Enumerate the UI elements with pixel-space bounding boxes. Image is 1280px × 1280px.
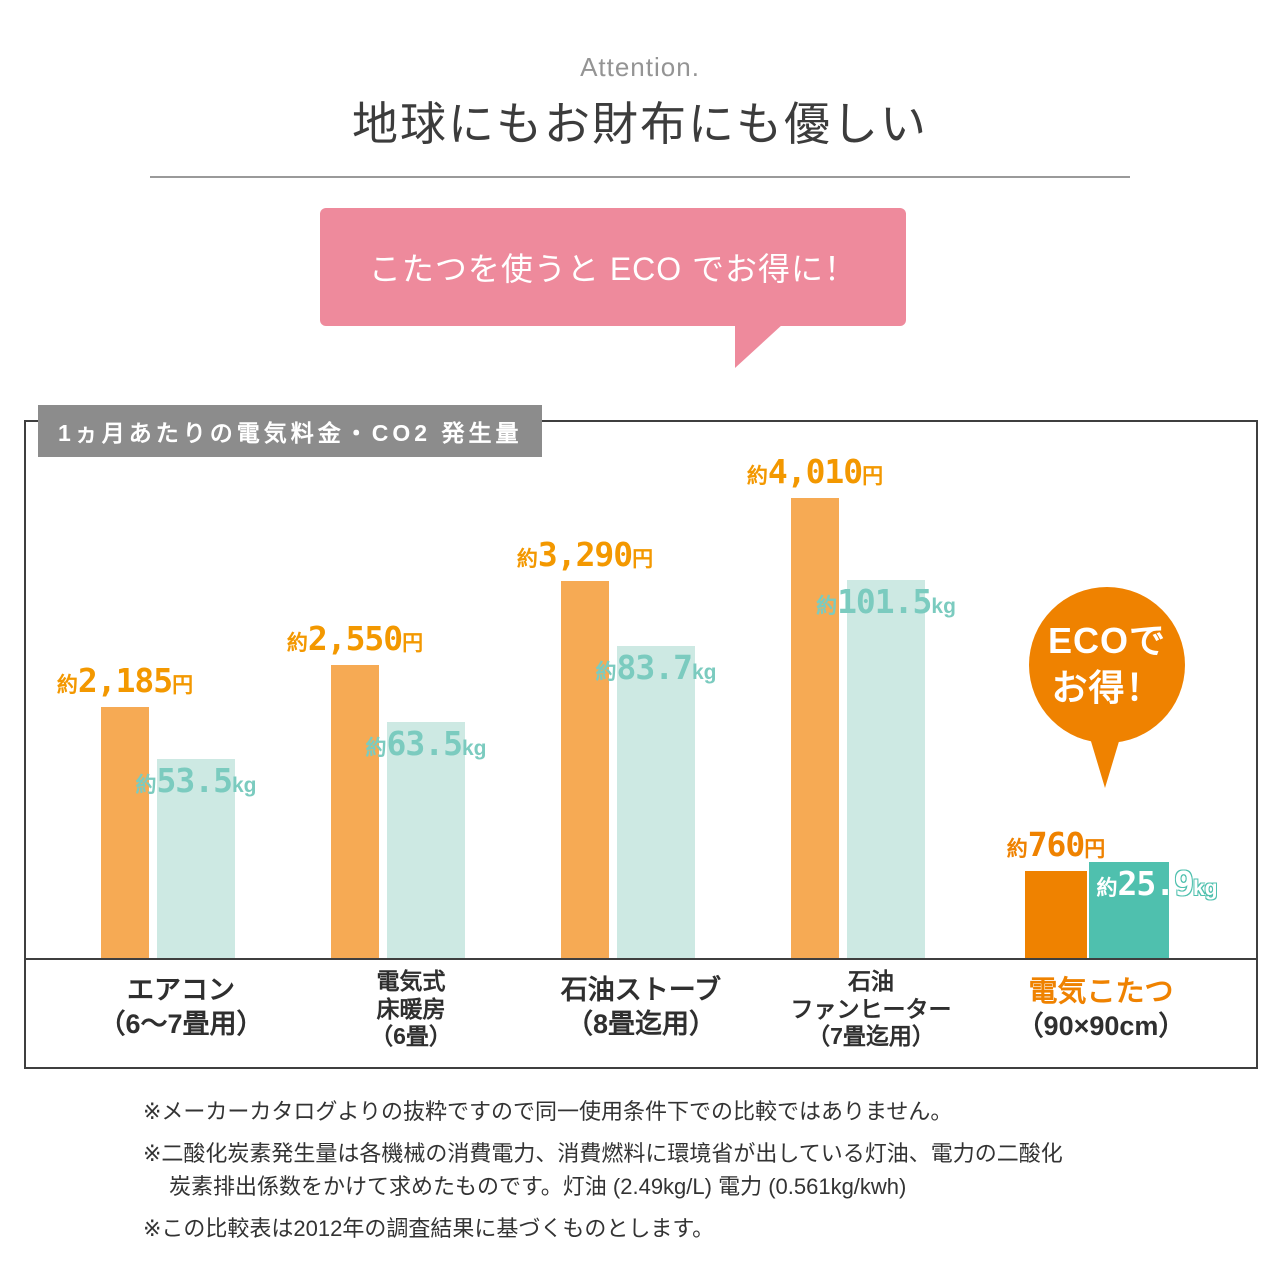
co2-bar (387, 722, 465, 958)
category-line: 電気こたつ (1028, 976, 1174, 1008)
chart-bar-group: 約2,185円 約53.5kg (57, 422, 281, 958)
electricity-cost-bar (1025, 871, 1087, 958)
value-suffix: kg (231, 773, 257, 797)
value-number: 101.5 (837, 581, 932, 621)
value-prefix: 約 (1096, 876, 1118, 900)
attention-label: Attention. (580, 52, 700, 82)
value-prefix: 約 (365, 736, 387, 760)
category-line: （6〜7畳用） (98, 1008, 264, 1039)
category-line: （90×90cm） (1016, 1011, 1186, 1042)
value-suffix: 円 (172, 673, 194, 697)
electricity-cost-bar (101, 707, 149, 958)
category-line: （7畳迄用） (807, 1023, 935, 1050)
category-label: 石油 ファンヒーター （7畳迄用） (756, 968, 986, 1051)
value-suffix: kg (461, 736, 487, 760)
value-suffix: 円 (402, 631, 424, 655)
co2-bar (1089, 862, 1169, 958)
category-line: 床暖房 (376, 995, 446, 1022)
category-line: ファンヒーター (790, 995, 952, 1022)
value-prefix: 約 (135, 773, 157, 797)
value-number: 2,185 (77, 660, 173, 700)
value-number: 3,290 (537, 534, 633, 574)
eco-badge: ECOで お得！ (1029, 587, 1185, 743)
category-line: 電気式 (376, 968, 446, 994)
chart-title-tab: 1ヵ月あたりの電気料金・CO2 発生量 (38, 405, 543, 457)
category-label: エアコン （6〜7畳用） (66, 974, 296, 1042)
footnote-line: ※二酸化炭素発生量は各機械の消費電力、消費燃料に環境省が出している灯油、電力の二… (143, 1141, 1063, 1166)
value-number: 63.5 (386, 723, 463, 763)
category-label: 石油ストーブ （8畳迄用） (526, 974, 756, 1042)
value-number: 2,550 (307, 618, 403, 658)
value-prefix: 約 (746, 464, 768, 488)
co2-value-label: 約63.5kg (336, 723, 516, 763)
title-divider (150, 176, 1130, 178)
cost-value-label: 約2,550円 (265, 618, 445, 658)
category-label: 電気式 床暖房 （6畳） (296, 968, 526, 1051)
page-title: 地球にもお財布にも優しい (352, 98, 928, 150)
co2-value-label: 約25.9kg (1067, 863, 1247, 903)
footnote-line: ※メーカーカタログよりの抜粋ですので同一使用条件下での比較ではありません。 (143, 1099, 953, 1124)
co2-bar (847, 580, 925, 958)
value-suffix: kg (1192, 876, 1218, 900)
category-line: 石油ストーブ (560, 975, 722, 1005)
value-prefix: 約 (56, 673, 78, 697)
electricity-cost-bar (331, 665, 379, 958)
cost-value-label: 約2,185円 (35, 660, 215, 700)
chart-bar-group: 約4,010円 約101.5kg (747, 422, 971, 958)
electricity-cost-bar (561, 581, 609, 958)
value-prefix: 約 (595, 660, 617, 684)
footnote: ※二酸化炭素発生量は各機械の消費電力、消費燃料に環境省が出している灯油、電力の二… (143, 1137, 1183, 1203)
comparison-chart: 1ヵ月あたりの電気料金・CO2 発生量 約2,185円 約53.5kg 約2,550… (24, 405, 1258, 1069)
chart-category-labels: エアコン （6〜7畳用） 電気式 床暖房 （6畳） 石油ストーブ （8畳迄用） 石油 ファンヒー… (26, 962, 1256, 1065)
value-prefix: 約 (1006, 837, 1028, 861)
footnotes: ※メーカーカタログよりの抜粋ですので同一使用条件下での比較ではありません。 ※二酸… (143, 1095, 1183, 1254)
cost-value-label: 約4,010円 (725, 451, 905, 491)
value-suffix: kg (691, 660, 717, 684)
speech-bubble-tail-icon (735, 324, 783, 368)
value-suffix: 円 (632, 547, 654, 571)
value-number: 53.5 (156, 760, 233, 800)
eco-badge-tail-icon (1090, 738, 1120, 788)
value-prefix: 約 (516, 547, 538, 571)
chart-bar-group: 約760円 約25.9kg (1001, 422, 1218, 958)
footnote: ※この比較表は2012年の調査結果に基づくものとします。 (143, 1212, 1183, 1245)
chart-bar-group: 約2,550円 約63.5kg (287, 422, 511, 958)
eco-badge-text-line1: ECOで (1047, 620, 1166, 662)
electricity-cost-bar (791, 498, 839, 958)
value-suffix: kg (931, 594, 956, 618)
value-suffix: 円 (1084, 837, 1106, 861)
chart-plot-area: 約2,185円 約53.5kg 約2,550円 約63.5kg 約3,290円 約83.7… (26, 422, 1256, 960)
co2-value-label: 約53.5kg (106, 760, 286, 800)
category-line: エアコン (127, 975, 235, 1005)
footnote-line: ※この比較表は2012年の調査結果に基づくものとします。 (143, 1216, 715, 1241)
eco-badge-text-line2: お得！ (1051, 667, 1163, 708)
category-label: 電気こたつ （90×90cm） (986, 974, 1216, 1044)
value-number: 760 (1027, 824, 1086, 864)
category-line: （6畳） (370, 1023, 452, 1050)
co2-bar (617, 646, 695, 958)
value-number: 83.7 (616, 647, 693, 687)
category-line: 石油 (848, 968, 894, 994)
co2-bar (157, 759, 235, 958)
speech-bubble: こたつを使うと ECO でお得に！ (320, 208, 906, 368)
value-number: 4,010 (767, 451, 863, 491)
footnote-line: 炭素排出係数をかけて求めたものです。灯油 (2.49kg/L) 電力 (0.56… (169, 1174, 907, 1199)
value-prefix: 約 (816, 594, 838, 618)
co2-value-label: 約101.5kg (796, 581, 976, 621)
co2-value-label: 約83.7kg (566, 647, 746, 687)
cost-value-label: 約3,290円 (495, 534, 675, 574)
value-prefix: 約 (286, 631, 308, 655)
footnote: ※メーカーカタログよりの抜粋ですので同一使用条件下での比較ではありません。 (143, 1095, 1183, 1128)
chart-bar-group: 約3,290円 約83.7kg (517, 422, 741, 958)
value-suffix: 円 (862, 464, 884, 488)
category-line: （8畳迄用） (565, 1008, 717, 1039)
speech-bubble-text: こたつを使うと ECO でお得に！ (368, 251, 858, 287)
cost-value-label: 約760円 (966, 824, 1146, 864)
value-number: 25.9 (1117, 863, 1194, 903)
